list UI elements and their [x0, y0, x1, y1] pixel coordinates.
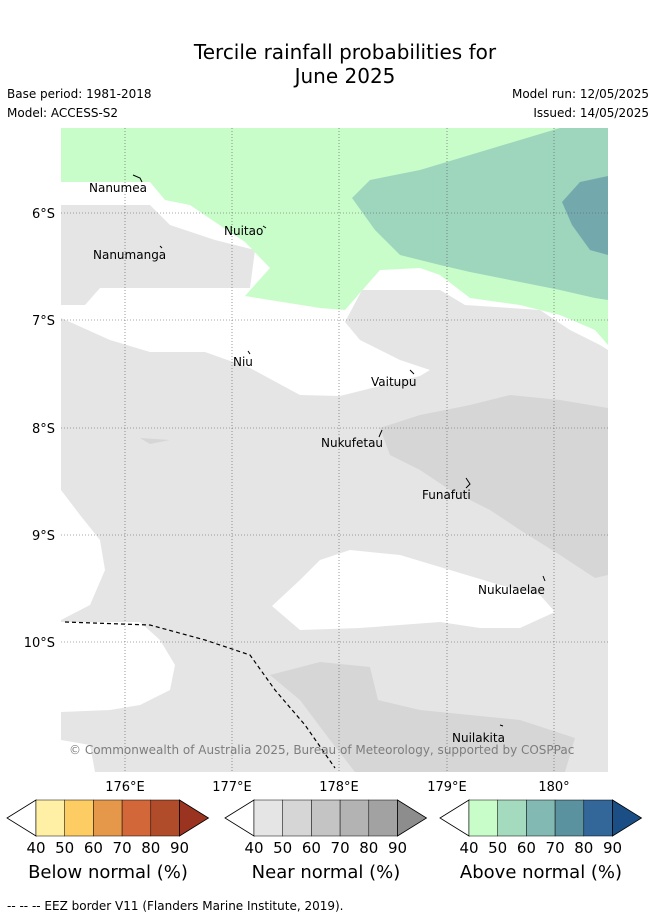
issued-date: Issued: 14/05/2025 — [533, 106, 649, 120]
island-label: Vaitupu — [371, 375, 417, 389]
eez-border-line — [64, 621, 336, 769]
lon-label: 180° — [538, 780, 569, 795]
lon-label: 178°E — [319, 780, 359, 795]
colorbar-tick-label: 60 — [84, 839, 103, 857]
colorbar-segment — [368, 799, 398, 837]
colorbar-tick-label: 60 — [302, 839, 321, 857]
lat-label: 8°S — [32, 422, 55, 437]
model-run: Model run: 12/05/2025 — [511, 87, 649, 101]
base-period: Base period: 1981-2018 — [7, 87, 152, 101]
graticule — [61, 128, 608, 772]
colorbar-segment — [253, 799, 283, 837]
island-label: Nuitao — [224, 224, 263, 238]
map-contours — [61, 128, 608, 772]
latitude-labels: 6°S 7°S 8°S 9°S 10°S — [24, 207, 55, 651]
island-label: Niu — [233, 355, 253, 369]
colorbar-segment — [554, 799, 585, 837]
island-label: Nukulaelae — [478, 583, 545, 597]
island-label: Nukufetau — [321, 436, 383, 450]
colorbar-extend-low — [224, 799, 255, 837]
colorbar-tick-label: 70 — [331, 839, 350, 857]
colorbar-segment — [526, 799, 556, 837]
lon-label: 177°E — [212, 780, 252, 795]
colorbar-tick-label: 80 — [359, 839, 378, 857]
island-markers — [132, 174, 546, 727]
colorbar-segment — [311, 799, 341, 837]
colorbar-tick-label: 50 — [488, 839, 507, 857]
colorbar-tick-label: 70 — [546, 839, 565, 857]
copyright-text: © Commonwealth of Australia 2025, Bureau… — [69, 743, 574, 757]
lat-label: 7°S — [32, 314, 55, 329]
colorbar-tick-label: 50 — [55, 839, 74, 857]
colorbar-tick-label: 80 — [141, 839, 160, 857]
near-normal-40-region — [61, 205, 255, 305]
lon-label: 179°E — [427, 780, 467, 795]
colorbar-segment — [64, 799, 94, 837]
colorbar-segment — [93, 799, 123, 837]
eez-legend-text: -- -- -- EEZ border V11 (Flanders Marine… — [7, 899, 344, 913]
colorbar-extend-high — [179, 799, 210, 837]
below-normal-label: Below normal (%) — [28, 862, 188, 883]
white-patch — [61, 740, 95, 772]
above-normal-50-region — [352, 128, 608, 300]
colorbar-extend-low — [6, 799, 37, 837]
lat-label: 9°S — [32, 529, 55, 544]
above-normal-60-region — [562, 176, 608, 255]
colorbar-segment — [35, 799, 65, 837]
colorbar-tick-label: 60 — [517, 839, 536, 857]
near-normal-50-region — [380, 395, 608, 578]
island-labels: Nanumea Nuitao Nanumanga Niu Vaitupu Nuk… — [89, 181, 545, 745]
colorbar-extend-high — [397, 799, 428, 837]
longitude-labels: 176°E 177°E 178°E 179°E 180° — [105, 780, 569, 795]
colorbar-tick-label: 40 — [459, 839, 478, 857]
colorbars: 40 50 60 70 80 90 40 50 60 70 80 90 40 50 60 70 80 90 — [6, 799, 643, 857]
colorbar-segment — [497, 799, 527, 837]
island-label: Funafuti — [422, 488, 471, 502]
colorbar-tick-label: 40 — [244, 839, 263, 857]
white-channel — [272, 550, 555, 630]
lon-label: 176°E — [105, 780, 145, 795]
colorbar-tick-label: 90 — [170, 839, 189, 857]
colorbar-segment — [282, 799, 312, 837]
map-title-line2: June 2025 — [294, 64, 396, 88]
island-label: Nuilakita — [452, 731, 505, 745]
colorbar-segment — [150, 799, 180, 837]
colorbar-segment — [339, 799, 370, 837]
colorbar-tick-label: 90 — [388, 839, 407, 857]
colorbar-segment — [121, 799, 152, 837]
colorbar-tick-label: 90 — [603, 839, 622, 857]
colorbar-tick-label: 40 — [26, 839, 45, 857]
lat-label: 6°S — [32, 207, 55, 222]
colorbar-tick-label: 70 — [113, 839, 132, 857]
above-normal-label: Above normal (%) — [459, 862, 623, 883]
island-label: Nanumea — [89, 181, 147, 195]
near-normal-50-region — [140, 438, 170, 444]
colorbar-tick-label: 80 — [574, 839, 593, 857]
near-normal-50-region — [270, 662, 575, 772]
colorbar-segment — [468, 799, 498, 837]
map-title-line1: Tercile rainfall probabilities for — [193, 40, 497, 64]
lat-label: 10°S — [24, 636, 55, 651]
island-label: Nanumanga — [93, 248, 166, 262]
colorbar-segment — [583, 799, 613, 837]
near-normal-label: Near normal (%) — [251, 862, 401, 883]
model-name: Model: ACCESS-S2 — [7, 106, 119, 120]
colorbar-tick-label: 50 — [273, 839, 292, 857]
colorbar-extend-low — [439, 799, 470, 837]
colorbar-extend-high — [612, 799, 643, 837]
white-coast-region — [61, 622, 175, 712]
